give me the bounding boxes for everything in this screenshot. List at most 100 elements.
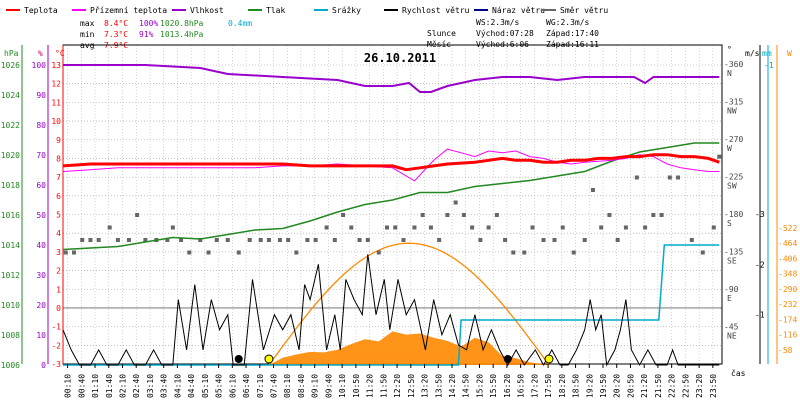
x-tick-label: 00:40 (77, 374, 86, 398)
wind-direction-point (376, 250, 381, 255)
axes: hPa% °C1026102410221020101810161014101210… (1, 44, 797, 370)
wind-direction-point (552, 238, 557, 242)
dir-tick-label: W (727, 144, 732, 153)
dir-tick-label: SW (727, 182, 737, 191)
x-tick-label: 11:20 (366, 374, 375, 398)
dir-tick-degree: -90 (724, 285, 739, 294)
w-tick-label: -174 (778, 315, 797, 324)
hpa-tick-label: 1016 (1, 211, 20, 220)
wind-direction-point (530, 225, 535, 230)
temp-tick-label: 2 (56, 267, 61, 276)
wind-direction-point (615, 238, 620, 242)
hpa-tick-label: 1020 (1, 151, 20, 160)
wind-direction-point (107, 225, 112, 230)
wind-direction-point (88, 238, 93, 242)
x-tick-label: 21:50 (654, 374, 663, 398)
sunset-info: Západ:17:40 (546, 29, 599, 38)
hpa-tick-label: 1008 (1, 331, 20, 340)
w-tick-label: -58 (778, 346, 793, 355)
stat-value: min (80, 30, 95, 39)
wind-direction-point (711, 225, 716, 230)
legend-label: Vlhkost (190, 6, 224, 15)
wind-direction-point (393, 225, 398, 230)
pct-tick-label: 20 (36, 301, 46, 310)
wind-direction-point (277, 238, 282, 242)
stat-value: 0.4mm (228, 19, 252, 28)
wind-direction-point (63, 250, 68, 255)
sunrise-info: Východ:07:28 (476, 29, 534, 38)
temp-tick-label: 13 (51, 61, 61, 70)
dir-tick-label: NW (727, 107, 737, 116)
dir-tick-degree: -45 (724, 323, 739, 332)
ms-tick-label: -1 (755, 311, 765, 320)
wind-direction-point (412, 225, 417, 230)
x-tick-label: 22:20 (668, 374, 677, 398)
x-tick-label: 08:10 (283, 374, 292, 398)
temp-tick-label: 4 (56, 229, 61, 238)
dir-tick-label: S (727, 219, 732, 228)
wind-direction-point (453, 200, 458, 205)
ms-tick-label: -3 (755, 210, 765, 219)
wind-direction-point (571, 250, 576, 255)
moonrise-marker (234, 355, 243, 363)
x-tick-label: 05:10 (201, 374, 210, 398)
pct-tick-label: 10 (36, 331, 46, 340)
x-tick-label: 17:20 (530, 374, 539, 398)
pct-tick-label: 0 (41, 361, 46, 370)
dir-tick-label: N (727, 69, 732, 78)
dir-tick-degree: -315 (724, 98, 743, 107)
wind-direction-point (170, 225, 175, 230)
wind-direction-point (179, 238, 184, 242)
dir-tick-degree: -360 (724, 60, 743, 69)
wind-direction-point (349, 225, 354, 230)
ms-axis-unit: m/s (745, 49, 760, 58)
wind-direction-point (332, 238, 337, 242)
x-tick-label: 01:40 (105, 374, 114, 398)
wind-direction-point (71, 250, 76, 255)
x-axis-ticks: 00:10 00:40 01:10 01:40 02:10 02:40 03:10 03:40… (64, 364, 746, 398)
moonset-marker (503, 355, 512, 363)
wind-direction-point (198, 238, 203, 242)
wind-direction-point (357, 238, 362, 242)
stat-value: 100% (139, 19, 158, 28)
x-tick-label: 13:20 (421, 374, 430, 398)
x-tick-label: 04:40 (187, 374, 196, 398)
wind-direction-point (420, 213, 425, 217)
wind-direction-point (667, 175, 672, 180)
wind-direction-point (437, 238, 442, 242)
w-axis-unit: W (787, 49, 792, 58)
x-tick-label: 03:10 (146, 374, 155, 398)
pct-tick-label: 30 (36, 271, 46, 280)
x-tick-label: 19:20 (585, 374, 594, 398)
temp-tick-label: 6 (56, 192, 61, 201)
wind-direction-point (126, 238, 131, 242)
temp-tick-label: 8 (56, 154, 61, 163)
wind-direction-point (428, 225, 433, 230)
x-tick-label: 20:20 (613, 374, 622, 398)
x-tick-label: 19:50 (599, 374, 608, 398)
hpa-axis-unit: hPa (4, 49, 19, 58)
wind-direction-point (676, 175, 681, 180)
wind-direction-point (470, 225, 475, 230)
wind-direction-point (258, 238, 263, 242)
hpa-tick-label: 1006 (1, 361, 20, 370)
temp-tick-label: 3 (56, 248, 61, 257)
x-tick-label: 01:10 (91, 374, 100, 398)
temp-axis-unit: °C (55, 49, 65, 58)
legend-label: Rychlost větru (402, 6, 470, 15)
wind-direction-point (607, 213, 612, 217)
x-tick-label: 04:10 (173, 374, 182, 398)
x-tick-label: 00:10 (64, 374, 73, 398)
wind-direction-point (80, 238, 85, 242)
wind-direction-point (135, 213, 140, 217)
rain-total-line (63, 244, 720, 366)
temp-tick-label: 10 (51, 117, 61, 126)
hpa-tick-label: 1024 (1, 91, 20, 100)
x-tick-label: 13:50 (434, 374, 443, 398)
x-tick-label: 08:40 (297, 374, 306, 398)
w-tick-label: -290 (778, 285, 797, 294)
stat-value: 1013.4hPa (160, 30, 204, 39)
x-tick-label: 22:50 (681, 374, 690, 398)
legend-label: Srážky (332, 6, 361, 15)
